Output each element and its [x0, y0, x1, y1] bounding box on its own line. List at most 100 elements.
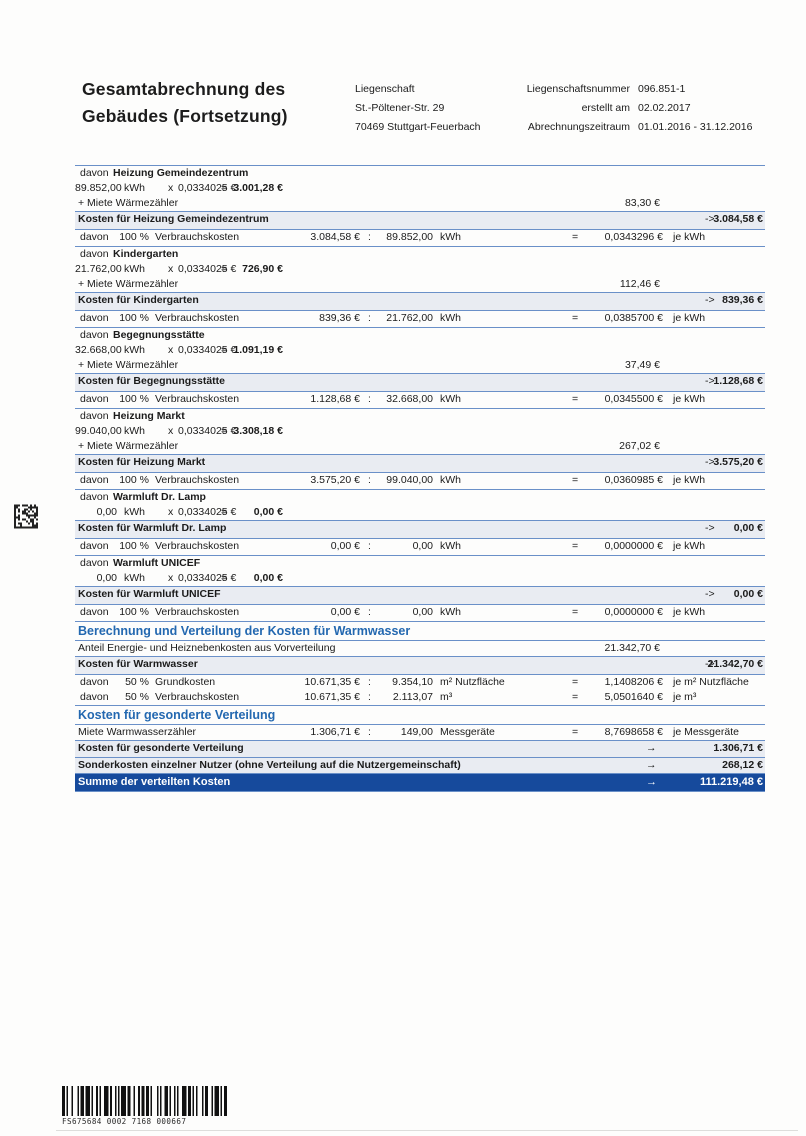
- percent-value: 50 %: [125, 691, 149, 703]
- calc-result: 1.091,19 €: [233, 344, 283, 356]
- arrow-glyph: ->: [705, 658, 715, 670]
- equals-glyph: =: [572, 676, 579, 688]
- percent-value: 100 %: [119, 393, 149, 405]
- table-rule: [75, 520, 765, 521]
- summe-value: 111.219,48 €: [699, 776, 763, 788]
- heat-sections: davon Heizung Gemeindezentrum 89.852,00 kWh…: [75, 166, 765, 622]
- arrow-glyph: →: [646, 742, 657, 754]
- section-total-value: 0,00 €: [733, 588, 763, 600]
- section-calc-row: 32.668,00 kWh x 0,0334025 € = 1.091,19 €: [75, 343, 765, 358]
- section-name-row: davon Heizung Markt: [75, 409, 765, 424]
- miete-waermezaehler-row: + Miete Wärmezähler 112,46 €: [75, 277, 765, 292]
- miete-value: 37,49 €: [624, 359, 660, 371]
- page-title-line2: Gebäudes (Fortsetzung): [82, 106, 288, 126]
- rate-value: 0,0385700 €: [604, 312, 663, 324]
- unit-label: m² Nutzfläche: [440, 676, 505, 688]
- table-rule: [75, 555, 765, 556]
- datamatrix-icon: [14, 504, 38, 529]
- multiply-glyph: x: [168, 263, 174, 275]
- quantity-value: 0,00: [96, 506, 117, 518]
- amount-value: 10.671,35 €: [304, 691, 360, 703]
- quantity-value: 99.040,00: [386, 474, 433, 486]
- unit-label: kWh: [124, 572, 145, 584]
- davon-label: davon: [80, 410, 109, 422]
- meta-label: Abrechnungszeitraum: [527, 121, 630, 133]
- table-rule: [75, 674, 765, 675]
- miete-label: + Miete Wärmezähler: [78, 278, 179, 290]
- property-street: St.-Pöltener-Str. 29: [355, 102, 445, 114]
- davon-label: davon: [80, 329, 109, 341]
- rate-unit-label: je m³: [673, 691, 697, 703]
- arrow-glyph: ->: [705, 456, 715, 468]
- price-per-kwh: 0,0334025 €: [178, 182, 237, 194]
- arrow-glyph: ->: [705, 522, 715, 534]
- section-name: Kindergarten: [113, 248, 179, 260]
- gesondert-total-label: Kosten für gesonderte Verteilung: [78, 742, 244, 754]
- verbrauchskosten-rate-row: davon 100 % Verbrauchskosten 0,00 €: 0,00 kWh…: [75, 539, 765, 555]
- equals-glyph: =: [221, 425, 228, 437]
- meta-label: erstellt am: [581, 102, 630, 114]
- property-address: Liegenschaft St.-Pöltener-Str. 29 70469 …: [355, 80, 481, 137]
- summe-row: Summe der verteilten Kosten → 111.219,48…: [75, 774, 765, 791]
- quantity-value: 0,00: [412, 606, 433, 618]
- table-rule: [75, 724, 765, 725]
- rate-unit-label: je kWh: [673, 474, 706, 486]
- table-rule: [75, 791, 765, 792]
- table-rule: [75, 391, 765, 392]
- quantity-value: 89.852,00: [386, 231, 433, 243]
- equals-glyph: =: [221, 572, 228, 584]
- table-rule: [75, 656, 765, 657]
- section-total-row: Kosten für Heizung Gemeindezentrum -> 3.08…: [75, 212, 765, 229]
- unit-label: kWh: [124, 182, 145, 194]
- table-rule: [75, 489, 765, 490]
- section-calc-row: 89.852,00 kWh x 0,0334025 € = 3.001,28 €: [75, 181, 765, 196]
- unit-label: m³: [440, 691, 453, 703]
- section-name-row: davon Warmluft Dr. Lamp: [75, 490, 765, 505]
- calc-result: 726,90 €: [242, 263, 283, 275]
- equals-glyph: =: [572, 312, 579, 324]
- table-rule: [75, 229, 765, 230]
- cost-kind-label: Verbrauchskosten: [155, 474, 240, 486]
- calc-result: 0,00 €: [253, 572, 283, 584]
- section-name-row: davon Heizung Gemeindezentrum: [75, 166, 765, 181]
- warmwasser-total-value: 21.342,70 €: [707, 658, 763, 670]
- table-rule: [75, 472, 765, 473]
- miete-value: 267,02 €: [619, 440, 660, 452]
- meta-row-liegenschaftsnummer: Liegenschaftsnummer 096.851-1: [455, 80, 752, 99]
- section-total-label: Kosten für Heizung Markt: [78, 456, 206, 468]
- rate-value: 0,0345500 €: [604, 393, 663, 405]
- table-rule: [75, 292, 765, 293]
- colon-glyph: :: [368, 474, 371, 486]
- percent-value: 100 %: [119, 606, 149, 618]
- table-rule: [75, 621, 765, 622]
- section-total-row: Kosten für Kindergarten -> 839,36 €: [75, 293, 765, 310]
- davon-label: davon: [80, 606, 109, 618]
- section-name: Warmluft UNICEF: [113, 557, 201, 569]
- unit-label: kWh: [440, 393, 461, 405]
- table-rule: [75, 604, 765, 605]
- davon-label: davon: [80, 491, 109, 503]
- cost-kind-label: Verbrauchskosten: [155, 606, 240, 618]
- equals-glyph: =: [221, 506, 228, 518]
- table-rule: [75, 211, 765, 212]
- section-total-value: 3.084,58 €: [713, 213, 763, 225]
- quantity-value: 32.668,00: [75, 344, 122, 356]
- gesondert-header: Kosten für gesonderte Verteilung: [78, 708, 276, 722]
- section-total-label: Kosten für Kindergarten: [78, 294, 199, 306]
- multiply-glyph: x: [168, 344, 174, 356]
- equals-glyph: =: [221, 182, 228, 194]
- section-total-value: 3.575,20 €: [713, 456, 763, 468]
- price-per-kwh: 0,0334025 €: [178, 263, 237, 275]
- percent-value: 100 %: [119, 231, 149, 243]
- rate-unit-label: je kWh: [673, 231, 706, 243]
- warmwasser-header-row: Berechnung und Verteilung der Kosten für…: [75, 622, 765, 640]
- quantity-value: 2.113,07: [392, 691, 433, 703]
- miete-warmwasserzaehler-row: Miete Warmwasserzähler 1.306,71 € : 149,…: [75, 725, 765, 740]
- table-rule: [75, 538, 765, 539]
- quantity-value: 89.852,00: [75, 182, 122, 194]
- summe-label: Summe der verteilten Kosten: [78, 776, 231, 788]
- section-total-label: Kosten für Warmluft Dr. Lamp: [78, 522, 227, 534]
- miete-waermezaehler-row: + Miete Wärmezähler 267,02 €: [75, 439, 765, 454]
- anteil-value: 21.342,70 €: [604, 642, 660, 654]
